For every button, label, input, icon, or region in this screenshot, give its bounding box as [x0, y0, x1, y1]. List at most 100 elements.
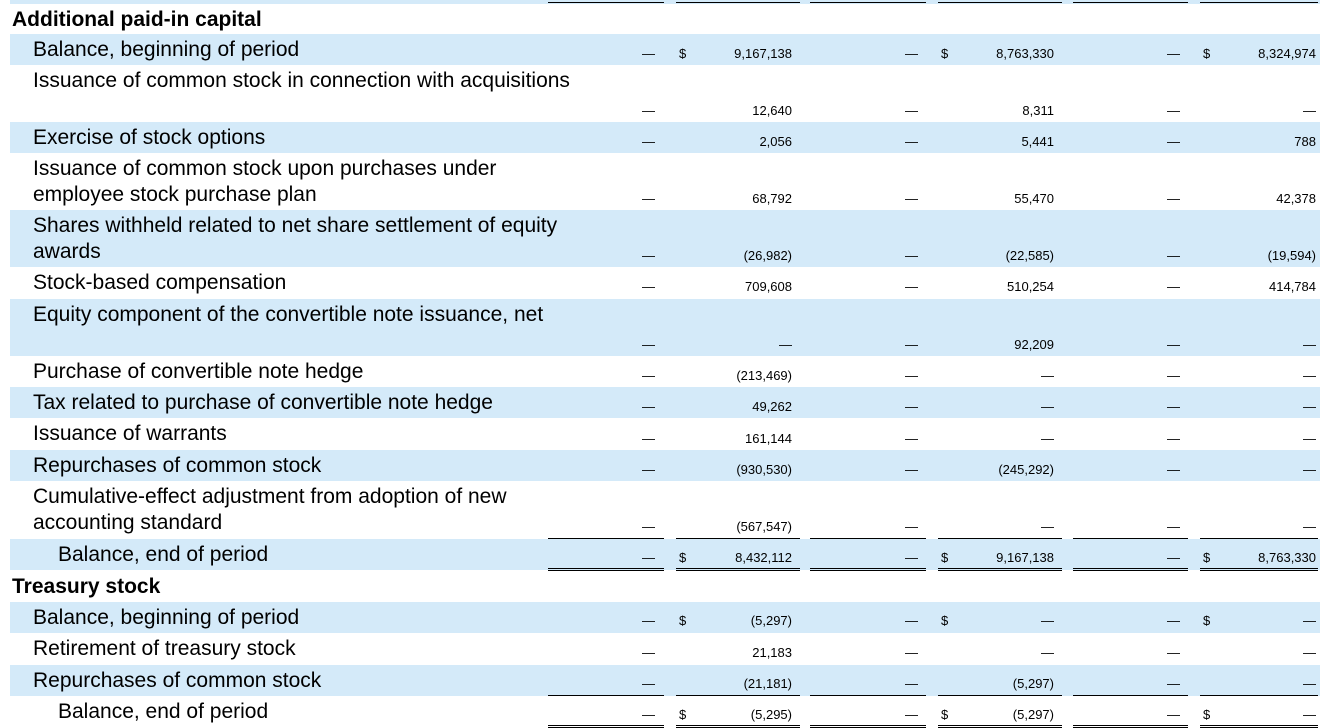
table-row: Issuance of warrants — [10, 418, 1320, 450]
shares-cell: — — [1167, 431, 1180, 446]
amount-cell: 55,470 — [1014, 191, 1054, 206]
rule — [1200, 2, 1318, 3]
row-label: Tax related to purchase of convertible n… — [33, 391, 493, 414]
amount-cell: (930,530) — [736, 462, 792, 477]
table-row: Shares withheld related to net share set… — [10, 210, 1320, 267]
shares-cell: — — [642, 550, 655, 565]
section-title: Additional paid-in capital — [12, 8, 262, 31]
currency-symbol: $ — [941, 550, 949, 565]
shares-cell: — — [1167, 191, 1180, 206]
amount-cell: — — [1041, 399, 1054, 414]
amount-cell: — — [1041, 645, 1054, 660]
shares-cell: — — [905, 550, 918, 565]
amount-cell: (5,297) — [1012, 707, 1054, 722]
currency-symbol: $ — [941, 707, 949, 722]
table-row: Issuance of common stock in connection w… — [10, 65, 1320, 122]
currency-symbol: $ — [679, 707, 687, 722]
row-label: Issuance of common stock in connection w… — [33, 69, 570, 92]
double-rule — [938, 725, 1062, 728]
amount-cell: — — [1303, 645, 1316, 660]
shares-cell: — — [1167, 134, 1180, 149]
currency-symbol: $ — [1203, 707, 1211, 722]
shares-cell: — — [905, 676, 918, 691]
amount-cell: 68,792 — [752, 191, 792, 206]
row-label: Purchase of convertible note hedge — [33, 360, 364, 383]
double-rule — [676, 568, 800, 571]
shares-cell: — — [905, 103, 918, 118]
row-label: Balance, beginning of period — [33, 606, 300, 629]
shares-cell: — — [642, 337, 655, 352]
table-row: Retirement of treasury stock — [10, 633, 1320, 665]
amount-cell: (21,181) — [743, 676, 792, 691]
shares-cell: — — [642, 462, 655, 477]
amount-cell: 92,209 — [1014, 337, 1054, 352]
shares-cell: — — [1167, 279, 1180, 294]
currency-symbol: $ — [679, 613, 687, 628]
double-rule — [810, 568, 926, 571]
single-rule — [938, 695, 1062, 696]
row-label: Issuance of warrants — [33, 422, 227, 445]
single-rule — [548, 695, 664, 696]
shares-cell: — — [642, 368, 655, 383]
shares-cell: — — [642, 134, 655, 149]
amount-cell: (5,295) — [750, 707, 792, 722]
shares-cell: — — [642, 613, 655, 628]
double-rule — [938, 568, 1062, 571]
amount-cell: — — [1303, 399, 1316, 414]
shares-cell: — — [1167, 645, 1180, 660]
amount-cell: — — [1303, 613, 1316, 628]
table-row: Equity component of the convertible note… — [10, 299, 1320, 356]
section-title: Treasury stock — [12, 575, 161, 598]
double-rule — [676, 725, 800, 728]
shares-cell: — — [905, 431, 918, 446]
amount-cell: (213,469) — [736, 368, 792, 383]
single-rule — [810, 538, 926, 539]
shares-cell: — — [905, 134, 918, 149]
amount-cell: — — [1303, 337, 1316, 352]
table-row-total: Balance, end of period — [10, 539, 1320, 570]
amount-cell: (245,292) — [998, 462, 1054, 477]
row-label: Balance, end of period — [58, 543, 269, 566]
single-rule — [810, 695, 926, 696]
section-header-row: Treasury stock — [10, 570, 1320, 602]
amount-cell: — — [1303, 103, 1316, 118]
amount-cell: — — [1303, 707, 1316, 722]
table-row: Repurchases of common stock — [10, 450, 1320, 481]
shares-cell: — — [905, 462, 918, 477]
shares-cell: — — [642, 676, 655, 691]
table-row: Cumulative-effect adjustment from adopti… — [10, 481, 1320, 539]
shares-cell: — — [642, 191, 655, 206]
amount-cell: — — [1041, 519, 1054, 534]
table-row: Stock-based compensation — [10, 267, 1320, 298]
amount-cell: 788 — [1294, 134, 1316, 149]
double-rule — [1200, 568, 1318, 571]
single-rule — [676, 538, 800, 539]
amount-cell: (26,982) — [743, 248, 792, 263]
table-row: Balance, beginning of period — [10, 602, 1320, 633]
shares-cell: — — [1167, 462, 1180, 477]
amount-cell: (567,547) — [736, 519, 792, 534]
amount-cell: 42,378 — [1276, 191, 1316, 206]
single-rule — [938, 538, 1062, 539]
currency-symbol: $ — [1203, 550, 1211, 565]
amount-cell: — — [1303, 519, 1316, 534]
amount-cell: 49,262 — [752, 399, 792, 414]
double-rule — [1200, 725, 1318, 728]
shares-cell: — — [642, 103, 655, 118]
row-label: Balance, beginning of period — [33, 38, 300, 61]
row-label: Balance, end of period — [58, 700, 269, 723]
shares-cell: — — [1167, 248, 1180, 263]
amount-cell: (22,585) — [1005, 248, 1054, 263]
double-rule — [810, 725, 926, 728]
shares-cell: — — [905, 707, 918, 722]
shares-cell: — — [642, 279, 655, 294]
shares-cell: — — [642, 431, 655, 446]
shares-cell: — — [642, 399, 655, 414]
table-row: Repurchases of common stock — [10, 665, 1320, 696]
shares-cell: — — [1167, 676, 1180, 691]
shares-cell: — — [905, 519, 918, 534]
amount-cell: (5,297) — [750, 613, 792, 628]
amount-cell: — — [1041, 368, 1054, 383]
table-row-total: Balance, end of period — [10, 696, 1320, 728]
amount-cell: (5,297) — [1012, 676, 1054, 691]
